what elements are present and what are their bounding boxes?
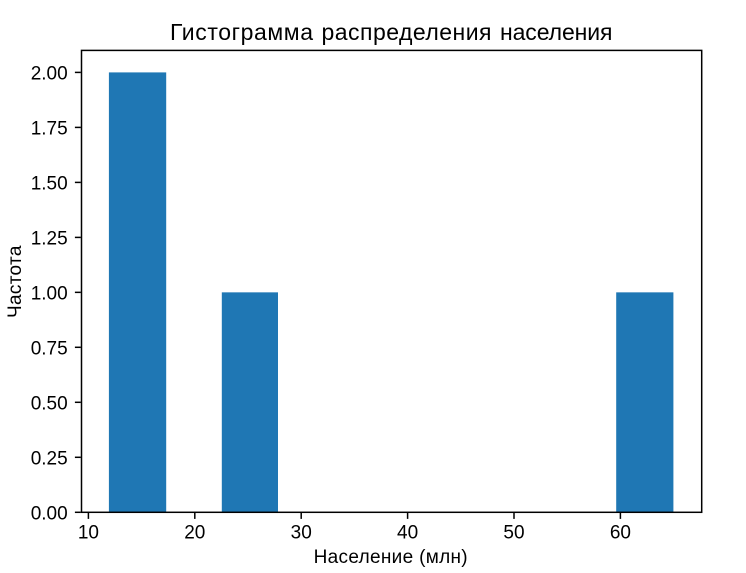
svg-text:1.25: 1.25 — [31, 228, 68, 249]
svg-text:0.00: 0.00 — [31, 503, 68, 524]
svg-text:Гистограмма: Гистограмма — [170, 19, 313, 45]
svg-text:2.00: 2.00 — [31, 63, 68, 84]
svg-text:40: 40 — [397, 522, 418, 543]
svg-text:0.50: 0.50 — [31, 393, 68, 414]
svg-text:населения: населения — [500, 19, 613, 45]
svg-text:0.25: 0.25 — [31, 448, 68, 469]
svg-text:Население (млн): Население (млн) — [314, 547, 468, 568]
svg-text:1.50: 1.50 — [31, 173, 68, 194]
svg-text:60: 60 — [610, 522, 631, 543]
svg-text:Частота: Частота — [5, 245, 26, 318]
svg-text:0.75: 0.75 — [31, 338, 68, 359]
svg-text:50: 50 — [503, 522, 524, 543]
svg-text:20: 20 — [184, 522, 205, 543]
svg-text:30: 30 — [291, 522, 312, 543]
svg-text:1.00: 1.00 — [31, 283, 68, 304]
svg-text:10: 10 — [78, 522, 99, 543]
svg-text:распределения: распределения — [322, 19, 492, 45]
svg-text:1.75: 1.75 — [31, 118, 68, 139]
